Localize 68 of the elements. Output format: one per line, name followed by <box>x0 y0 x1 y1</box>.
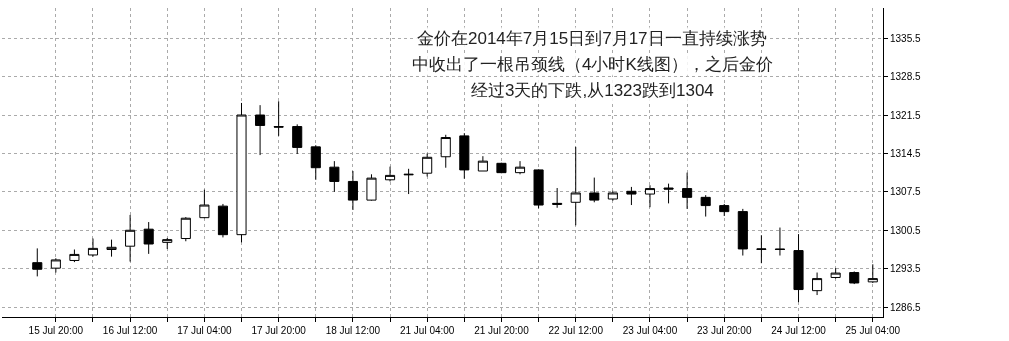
candlestick <box>329 160 340 193</box>
candlestick <box>552 187 563 209</box>
candlestick <box>682 172 693 210</box>
x-tick-label: 15 Jul 20:00 <box>28 325 84 336</box>
candlestick <box>385 166 396 182</box>
candlestick <box>217 203 228 238</box>
candlestick <box>69 248 80 263</box>
candlestick <box>366 173 377 202</box>
annotation: 经过3天的下跌,从1323跌到1304 <box>471 81 714 100</box>
candlestick <box>496 162 507 174</box>
candlestick <box>32 247 43 277</box>
candlestick <box>663 183 674 204</box>
candlestick <box>50 257 61 274</box>
y-tick-label: 1307.5 <box>890 186 922 198</box>
candlestick <box>310 144 321 181</box>
candlestick <box>607 190 618 202</box>
candlestick <box>440 134 451 169</box>
candlestick <box>570 146 581 226</box>
candlestick <box>199 189 210 219</box>
candlestick <box>162 237 173 250</box>
y-tick-label: 1321.5 <box>890 109 922 121</box>
candlestick <box>273 100 284 137</box>
candlestick <box>589 177 600 203</box>
x-tick-label: 22 Jul 12:00 <box>548 325 604 336</box>
x-tick-label: 18 Jul 12:00 <box>325 325 381 336</box>
x-tick-label: 21 Jul 04:00 <box>399 325 455 336</box>
candlestick <box>180 216 191 242</box>
candlestick <box>719 203 730 217</box>
y-tick-label: 1335.5 <box>890 32 922 44</box>
candlestick <box>106 239 117 258</box>
candlestick <box>867 263 878 284</box>
y-tick-label: 1300.5 <box>890 224 922 236</box>
x-tick-label: 24 Jul 12:00 <box>771 325 827 336</box>
candlestick <box>292 123 303 155</box>
x-tick-label: 25 Jul 04:00 <box>845 325 901 336</box>
candlestick <box>774 227 785 257</box>
x-tick-label: 23 Jul 20:00 <box>697 325 752 336</box>
y-tick-label: 1328.5 <box>890 71 922 83</box>
x-tick-label: 16 Jul 12:00 <box>102 325 158 336</box>
x-tick-label: 17 Jul 20:00 <box>251 325 307 336</box>
y-tick-label: 1293.5 <box>890 263 922 275</box>
candlestick <box>793 233 804 303</box>
candlestick <box>459 132 470 180</box>
candlestick <box>347 170 358 211</box>
candlestick <box>812 272 823 296</box>
candlestick <box>143 221 154 255</box>
candlestick <box>626 186 637 206</box>
y-tick-label: 1314.5 <box>890 147 922 159</box>
candlestick <box>830 267 841 280</box>
annotation: 中收出了一根吊颈线（4小时K线图），之后金价 <box>412 55 773 74</box>
candlestick <box>533 168 544 209</box>
candlestick <box>87 238 99 258</box>
candlestick <box>403 168 414 195</box>
candlestick <box>514 160 526 175</box>
candlestick <box>477 155 488 172</box>
x-tick-label: 17 Jul 04:00 <box>177 325 233 336</box>
annotation: 金价在2014年7月15日到7月17日一直持续涨势 <box>417 29 767 48</box>
candlestick <box>737 208 748 257</box>
candlestick <box>255 104 266 156</box>
y-tick-label: 1286.5 <box>890 301 922 313</box>
candlestick <box>849 270 860 285</box>
x-tick-label: 23 Jul 04:00 <box>622 325 678 336</box>
x-tick-label: 21 Jul 20:00 <box>474 325 530 336</box>
candlestick <box>422 152 433 177</box>
candlestick <box>644 184 656 208</box>
candlestick <box>756 234 767 264</box>
candlestick <box>700 194 711 218</box>
candlestick <box>125 214 136 263</box>
